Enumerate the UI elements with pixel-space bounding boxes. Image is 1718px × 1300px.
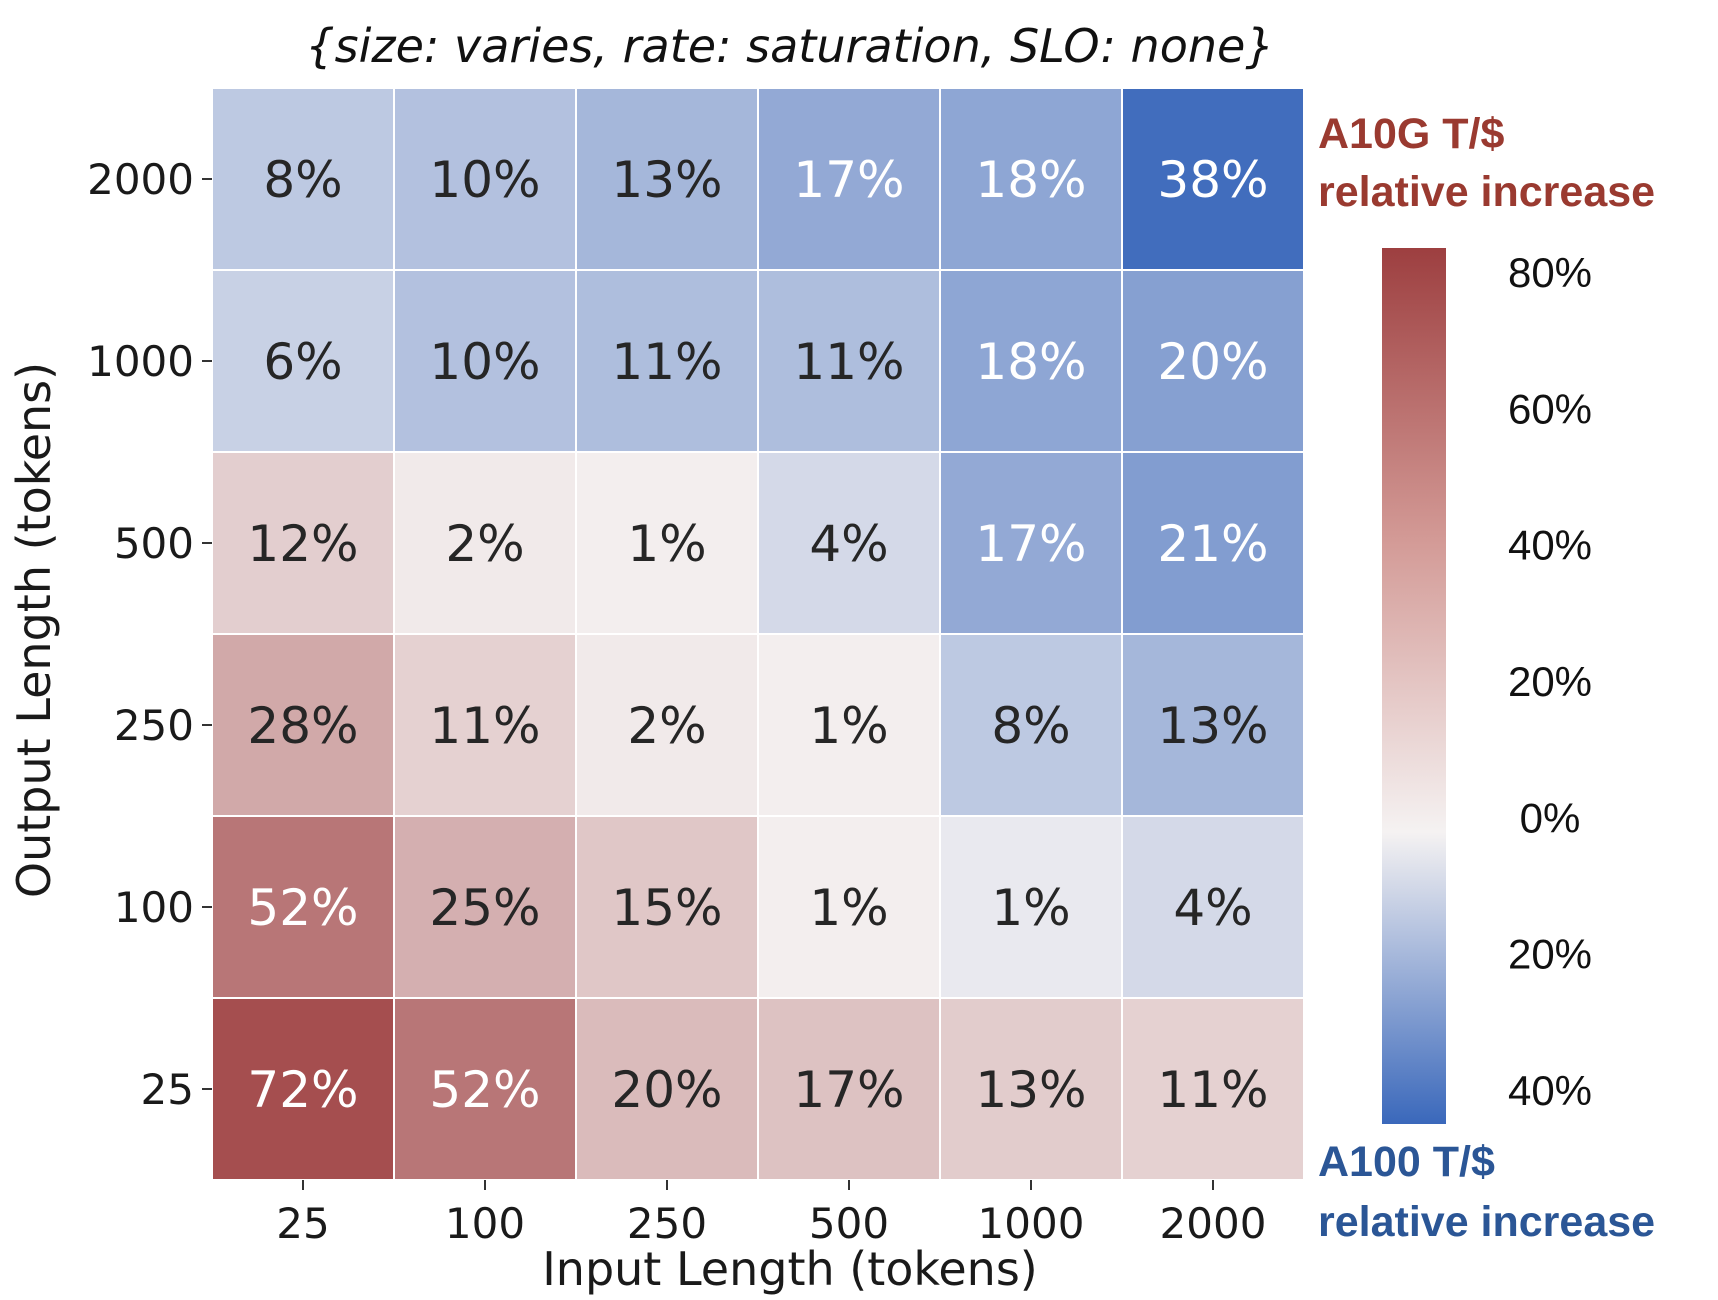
colorbar-tick-label: 80% — [1508, 249, 1592, 296]
heatmap-cell — [757, 87, 941, 271]
colorbar — [1382, 248, 1446, 1124]
colorbar-ticks: 80% 60% 40% 20% 0% 20% 40% — [1508, 249, 1592, 1114]
heatmap-cell-label: 8% — [263, 151, 342, 209]
heatmap-cell-label: 17% — [793, 151, 904, 209]
heatmap-cell-label: 4% — [809, 515, 888, 573]
heatmap-cell-label: 8% — [991, 697, 1070, 755]
heatmap-cell — [1121, 269, 1305, 453]
heatmap-cell-label: 28% — [247, 697, 358, 755]
x-tick-label: 100 — [445, 1199, 525, 1248]
heatmap-cell-label: 11% — [429, 697, 540, 755]
heatmap-cell-label: 17% — [975, 515, 1086, 573]
colorbar-tick-label: 40% — [1508, 1067, 1592, 1114]
heatmap-cell — [211, 633, 395, 817]
y-tick-label: 100 — [114, 883, 194, 932]
heatmap-cell — [1121, 87, 1305, 271]
heatmap-cell — [1121, 815, 1305, 999]
colorbar-top-label-line2: relative increase — [1318, 168, 1655, 216]
heatmap-cell-label: 2% — [445, 515, 524, 573]
y-tick-label: 250 — [114, 701, 194, 750]
heatmap-cell — [757, 633, 941, 817]
heatmap-cell — [575, 451, 759, 635]
y-tick-label: 2000 — [87, 155, 194, 204]
heatmap-cell — [757, 451, 941, 635]
y-axis-label: Output Length (tokens) — [7, 362, 61, 898]
colorbar-bottom-label-line1: A100 T/$ — [1318, 1138, 1495, 1186]
x-tick-label: 2000 — [1160, 1199, 1267, 1248]
y-axis-ticks: 2000 1000 500 250 100 25 — [87, 155, 212, 1114]
colorbar-tick-label: 60% — [1508, 385, 1592, 432]
heatmap-cell-label: 72% — [247, 1061, 358, 1119]
heatmap-cell-label: 15% — [611, 879, 722, 937]
heatmap-cell — [1121, 451, 1305, 635]
heatmap-cell — [575, 87, 759, 271]
colorbar-tick-label: 20% — [1508, 658, 1592, 705]
heatmap-cell-label: 11% — [611, 333, 722, 391]
heatmap-cell-label: 10% — [429, 151, 540, 209]
heatmap-cell — [939, 633, 1123, 817]
heatmap-cell — [1121, 997, 1305, 1181]
y-tick-label: 25 — [141, 1065, 194, 1114]
heatmap-cell-label: 13% — [611, 151, 722, 209]
colorbar-tick-label: 40% — [1508, 522, 1592, 569]
heatmap-cell-label: 21% — [1157, 515, 1268, 573]
x-tick-label: 250 — [627, 1199, 707, 1248]
heatmap-cell-label: 2% — [627, 697, 706, 755]
heatmap-cell-label: 12% — [247, 515, 358, 573]
chart-title: {size: varies, rate: saturation, SLO: no… — [305, 19, 1274, 73]
heatmap-cell-label: 38% — [1157, 151, 1268, 209]
heatmap-cell — [393, 633, 577, 817]
heatmap-cell-label: 13% — [1157, 697, 1268, 755]
heatmap-cell-label: 1% — [809, 697, 888, 755]
heatmap-cell — [211, 451, 395, 635]
heatmap-cell — [393, 451, 577, 635]
heatmap-cell-label: 13% — [975, 1061, 1086, 1119]
x-tick-label: 1000 — [978, 1199, 1085, 1248]
heatmap-cell-label: 11% — [793, 333, 904, 391]
heatmap-cell — [575, 633, 759, 817]
heatmap-cell — [393, 87, 577, 271]
heatmap-cell-label: 4% — [1173, 879, 1252, 937]
heatmap-cell — [939, 815, 1123, 999]
colorbar-tick-label: 0% — [1520, 794, 1581, 841]
colorbar-bottom-label-line2: relative increase — [1318, 1198, 1655, 1246]
heatmap-cell-label: 11% — [1157, 1061, 1268, 1119]
heatmap-cell — [211, 87, 395, 271]
heatmap-cell-label: 18% — [975, 333, 1086, 391]
heatmap-cell-label: 1% — [991, 879, 1070, 937]
heatmap-cell-label: 20% — [1157, 333, 1268, 391]
heatmap-cell-label: 1% — [627, 515, 706, 573]
heatmap-cell — [1121, 633, 1305, 817]
heatmap-cell-label: 25% — [429, 879, 540, 937]
y-tick-label: 1000 — [87, 337, 194, 386]
heatmap-cell — [393, 269, 577, 453]
heatmap-cell — [757, 269, 941, 453]
heatmap-cell-label: 10% — [429, 333, 540, 391]
heatmap-cell-label: 1% — [809, 879, 888, 937]
heatmap-cell — [211, 815, 395, 999]
heatmap-cell — [757, 815, 941, 999]
heatmap-cell — [575, 815, 759, 999]
heatmap-cell-label: 52% — [247, 879, 358, 937]
heatmap-cells: 8% 10% 13% 17% 18% 38% 6% 10% 11% 11% 18% 20% 12% 2% 1… — [211, 87, 1305, 1181]
heatmap-cell — [939, 997, 1123, 1181]
x-tick-label: 500 — [809, 1199, 889, 1248]
x-tick-label: 25 — [276, 1199, 329, 1248]
heatmap-cell — [939, 451, 1123, 635]
heatmap-cell-label: 17% — [793, 1061, 904, 1119]
x-axis-ticks: 25 100 250 500 1000 2000 — [276, 1180, 1266, 1248]
heatmap-cell — [211, 997, 395, 1181]
heatmap-cell-label: 52% — [429, 1061, 540, 1119]
heatmap-cell-label: 18% — [975, 151, 1086, 209]
colorbar-top-label-line1: A10G T/$ — [1318, 110, 1504, 158]
heatmap-cell-label: 6% — [263, 333, 342, 391]
heatmap-cell-label: 20% — [611, 1061, 722, 1119]
x-axis-label: Input Length (tokens) — [542, 1242, 1038, 1296]
colorbar-tick-label: 20% — [1508, 931, 1592, 978]
y-tick-label: 500 — [114, 519, 194, 568]
heatmap-cell — [939, 87, 1123, 271]
